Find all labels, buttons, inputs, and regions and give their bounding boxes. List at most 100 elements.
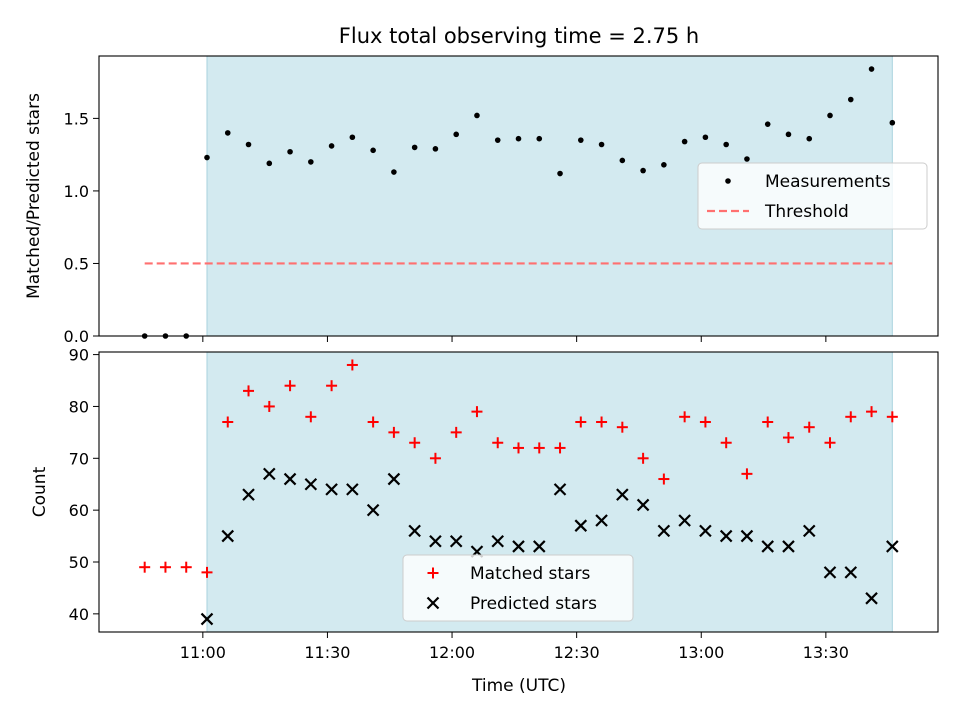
measurement-point: [287, 148, 293, 155]
measurement-point: [308, 159, 314, 165]
x-b: [429, 534, 442, 548]
predicted-star-point: [304, 477, 318, 491]
matched-star-point: [616, 421, 628, 433]
matched-star-point: [367, 416, 379, 428]
matched-star-point: [243, 385, 255, 397]
count-y-ticks: 40 50 60 70 80 90: [69, 346, 99, 624]
measurement-point: [474, 112, 480, 119]
matched-star-point: [699, 416, 711, 428]
x-b: [532, 540, 546, 553]
count-x-tick-label: 13:30: [803, 643, 849, 662]
predicted-star-point: [325, 483, 338, 496]
measurement-point: [598, 141, 605, 148]
x-b: [408, 524, 421, 538]
count-y-tick-label: 70: [69, 449, 89, 468]
legend-predicted-label: Predicted stars: [470, 594, 597, 614]
predicted-star-point: [532, 540, 546, 553]
matched-star-point: [346, 359, 358, 371]
measurement-point: [204, 154, 210, 161]
measurement-point: [868, 66, 875, 72]
x-b: [719, 529, 733, 543]
legend-predicted-marker: [426, 596, 440, 610]
legend-matched-marker: [427, 567, 439, 579]
predicted-star-point: [574, 519, 588, 532]
measurement-point: [245, 141, 252, 148]
measurement-point: [702, 134, 709, 141]
predicted-star-point: [782, 540, 795, 553]
matched-star-point: [741, 468, 753, 480]
predicted-star-point: [263, 467, 276, 481]
count-marks: [139, 359, 899, 626]
matched-star-point: [429, 452, 441, 464]
measurement-point: [681, 138, 688, 145]
measurement-point: [557, 170, 563, 177]
x-b: [740, 529, 754, 543]
predicted-star-point: [740, 529, 754, 543]
matched-star-point: [450, 426, 462, 438]
matched-star-point: [305, 411, 317, 423]
predicted-star-point: [657, 524, 671, 538]
x-b: [366, 503, 380, 517]
x-b: [865, 592, 878, 605]
matched-star-point: [782, 432, 794, 444]
x-b: [616, 488, 629, 501]
x-b: [325, 483, 338, 496]
x-b: [595, 514, 608, 527]
ratio-panel: 0.0 0.5 1.0 1.5 Matched/Predicted stars Mea…: [24, 55, 939, 346]
count-x-tick-label: 11:00: [180, 643, 226, 662]
measurement-point: [328, 143, 335, 149]
count-y-tick-label: 90: [69, 346, 89, 365]
measurement-point: [827, 112, 833, 119]
predicted-star-point: [449, 534, 463, 548]
matched-star-point: [575, 416, 587, 428]
measurement-point: [744, 156, 750, 162]
x-b: [200, 612, 214, 626]
ratio-marks: [141, 66, 896, 339]
count-x-ticks: 11:00 11:30 12:00 12:30 13:00 13:30: [180, 632, 849, 662]
x-b: [886, 540, 899, 553]
measurement-point: [847, 96, 854, 103]
predicted-star-point: [346, 483, 359, 496]
x-b: [263, 467, 276, 481]
measurement-point: [764, 121, 771, 127]
measurement-point: [370, 147, 376, 154]
measurement-point: [640, 167, 646, 174]
measurement-point: [578, 137, 584, 143]
measurement-point: [515, 135, 522, 142]
matched-star-point: [554, 442, 566, 454]
matched-star-point: [533, 442, 545, 454]
predicted-star-point: [553, 483, 567, 496]
x-b: [761, 540, 774, 553]
chart-title: Flux total observing time = 2.75 h: [339, 24, 699, 48]
matched-star-point: [471, 406, 483, 418]
matched-star-point: [326, 380, 338, 392]
measurement-point: [453, 131, 459, 138]
count-legend: Matched stars Predicted stars: [402, 554, 634, 622]
measurement-point: [619, 157, 626, 164]
count-x-tick-label: 13:00: [678, 643, 724, 662]
legend-measurement-marker: [725, 178, 731, 184]
x-b: [512, 540, 525, 553]
x-b: [844, 566, 858, 579]
x-b: [657, 524, 671, 538]
count-legend-box: [402, 554, 634, 622]
ratio-legend: Measurements Threshold: [697, 162, 928, 230]
x-b: [346, 483, 359, 496]
count-y-tick-label: 60: [69, 501, 89, 520]
ratio-x-ticks: [202, 336, 827, 342]
matched-star-point: [409, 437, 421, 449]
count-x-tick-label: 12:30: [554, 643, 600, 662]
measurement-point: [494, 137, 501, 143]
ratio-y-ticks: 0.0 0.5 1.0 1.5: [64, 109, 99, 346]
x-b: [678, 514, 691, 527]
measurement-point: [785, 131, 792, 138]
predicted-star-point: [429, 534, 442, 548]
measurement-point: [723, 141, 729, 148]
predicted-star-point: [616, 488, 629, 501]
ratio-legend-box: [697, 162, 928, 230]
count-x-tick-label: 11:30: [304, 643, 350, 662]
predicted-star-point: [408, 524, 421, 538]
ratio-y-tick-label: 1.5: [64, 109, 89, 128]
x-b: [304, 477, 318, 491]
count-y-tick-label: 50: [69, 553, 89, 572]
